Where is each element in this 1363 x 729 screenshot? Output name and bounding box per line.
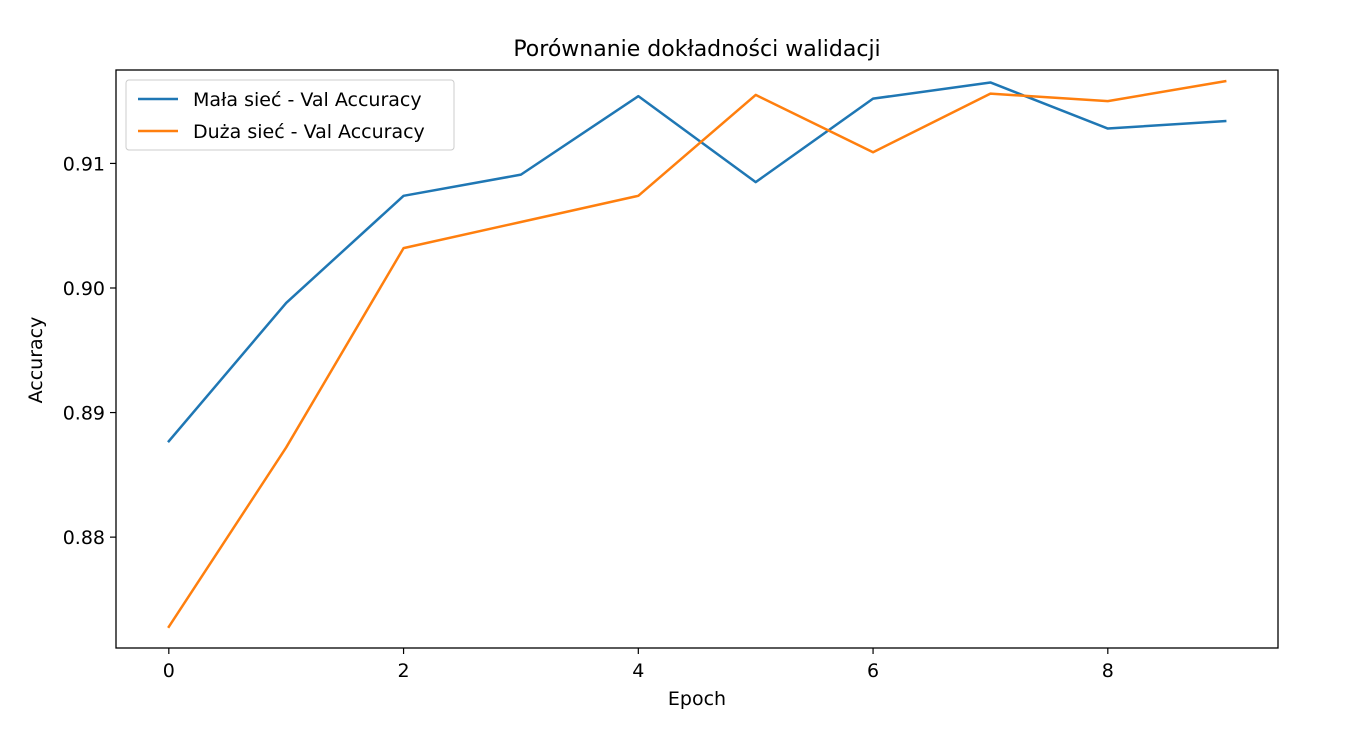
y-axis: 0.88 0.89 0.90 0.91	[63, 153, 116, 549]
series-line-mala-siec	[167, 81, 1227, 443]
y-tick-label: 0.90	[63, 278, 105, 300]
x-tick-label: 4	[632, 660, 644, 682]
x-tick-label: 2	[398, 660, 410, 682]
x-tick-label: 6	[867, 660, 879, 682]
series-lines	[167, 79, 1227, 629]
x-tick-label: 8	[1102, 660, 1114, 682]
x-axis-label: Epoch	[668, 688, 726, 710]
legend-label-duza-siec: Duża sieć - Val Accuracy	[193, 121, 425, 143]
series-line-duza-siec	[167, 79, 1227, 629]
plot-frame	[115, 69, 1279, 649]
x-axis: 0 2 4 6 8	[163, 648, 1114, 682]
y-tick-label: 0.91	[63, 153, 105, 175]
y-tick-label: 0.89	[63, 403, 105, 425]
plot-area	[115, 69, 1279, 649]
y-axis-label: Accuracy	[25, 317, 47, 404]
y-tick-label: 0.88	[63, 527, 105, 549]
chart-title: Porównanie dokładności walidacji	[513, 37, 880, 62]
x-tick-label: 0	[163, 660, 175, 682]
legend-box	[125, 79, 455, 151]
legend: Mała sieć - Val Accuracy Duża sieć - Val…	[125, 79, 455, 151]
legend-label-mala-siec: Mała sieć - Val Accuracy	[193, 89, 422, 111]
